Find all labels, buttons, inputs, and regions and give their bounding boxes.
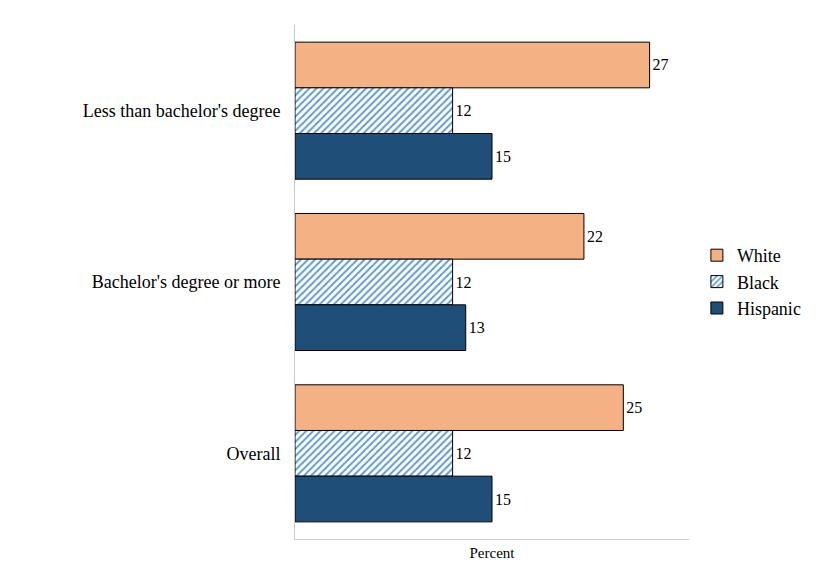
svg-text:12: 12	[456, 445, 472, 462]
svg-text:15: 15	[495, 491, 511, 508]
svg-text:25: 25	[626, 399, 642, 416]
svg-text:12: 12	[456, 274, 472, 291]
svg-text:Hispanic: Hispanic	[737, 299, 801, 319]
svg-text:15: 15	[495, 148, 511, 165]
svg-text:Bachelor's degree or more: Bachelor's degree or more	[92, 272, 281, 292]
svg-text:Percent: Percent	[470, 545, 516, 561]
svg-text:White: White	[737, 246, 781, 266]
svg-text:Less than bachelor's degree: Less than bachelor's degree	[83, 101, 281, 121]
svg-text:27: 27	[653, 56, 669, 73]
svg-text:12: 12	[456, 102, 472, 119]
svg-text:22: 22	[587, 228, 603, 245]
svg-text:13: 13	[469, 319, 485, 336]
svg-text:Black: Black	[737, 273, 779, 293]
svg-text:Overall: Overall	[226, 444, 280, 464]
